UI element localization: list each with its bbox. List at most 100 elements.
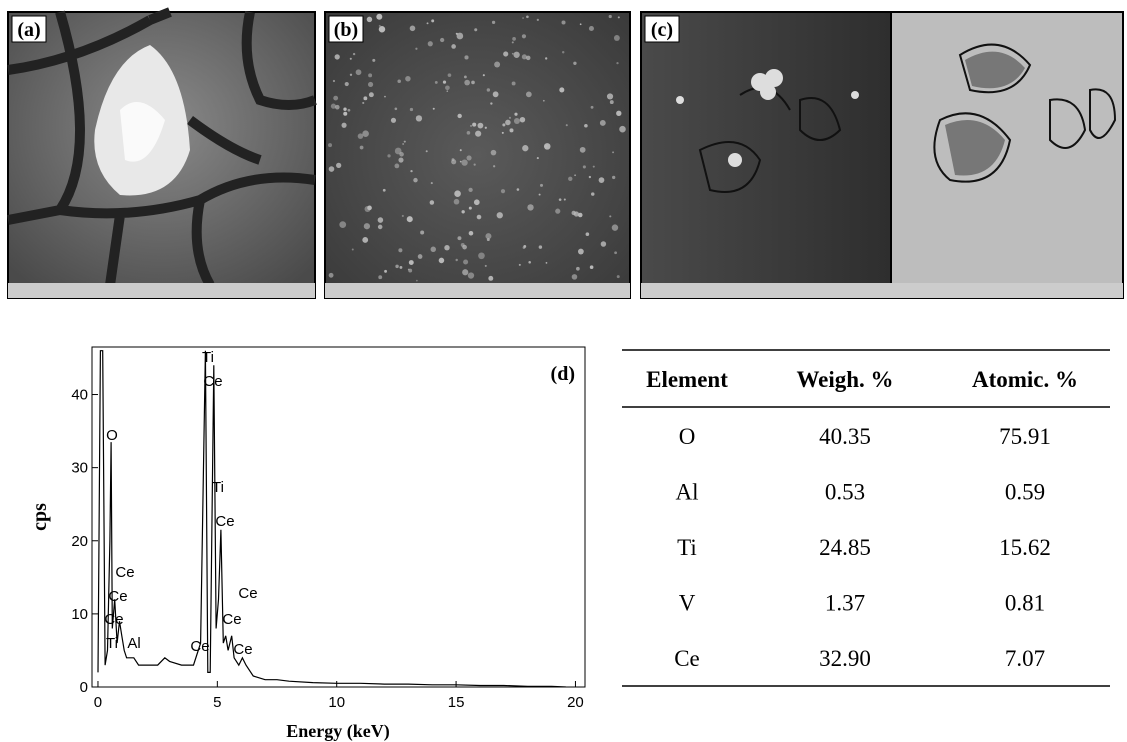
particle — [523, 246, 526, 249]
panel-label: (d) — [551, 363, 575, 385]
particle — [394, 163, 399, 168]
particle — [407, 216, 413, 222]
particle — [539, 194, 541, 196]
x-tick-label: 0 — [94, 694, 102, 711]
particle — [568, 177, 572, 181]
particle — [395, 107, 398, 110]
particle — [468, 188, 472, 192]
particle — [329, 273, 334, 278]
table-cell: 0.53 — [825, 480, 865, 505]
particle — [408, 269, 412, 273]
table-cell: 0.81 — [1005, 591, 1045, 616]
particle — [372, 59, 375, 62]
particle — [427, 22, 429, 24]
particle — [485, 265, 487, 267]
particle — [395, 265, 398, 268]
particle — [343, 112, 347, 116]
particle — [368, 73, 372, 77]
particle — [474, 199, 480, 205]
peak-label: O — [106, 427, 118, 444]
peak-label: Ce — [104, 611, 123, 628]
particle — [398, 248, 402, 252]
particle — [464, 80, 470, 86]
particle — [451, 44, 456, 49]
particle — [576, 267, 580, 271]
particle — [573, 62, 576, 65]
spectrum-line — [98, 351, 566, 687]
particle — [336, 163, 341, 168]
particle — [348, 109, 351, 112]
particle — [607, 93, 613, 99]
particle — [487, 88, 490, 91]
peak-label: Ti — [202, 349, 214, 366]
table-header: Element — [646, 367, 728, 392]
particle — [477, 215, 482, 220]
particle — [469, 207, 472, 210]
particle — [454, 199, 460, 205]
particle — [562, 51, 564, 53]
particle — [376, 14, 382, 20]
particle — [343, 108, 346, 111]
particle — [512, 37, 516, 41]
particle — [426, 150, 428, 152]
particle — [471, 81, 475, 85]
table-cell: V — [679, 591, 696, 616]
table-cell: 1.37 — [825, 591, 865, 616]
table-cell: Ce — [674, 646, 700, 671]
particle — [384, 96, 386, 98]
particle — [612, 176, 615, 179]
particle — [446, 90, 448, 92]
particle — [600, 120, 606, 126]
particle — [333, 96, 338, 101]
particle — [566, 124, 568, 126]
y-tick-label: 40 — [71, 387, 88, 404]
particle — [454, 190, 461, 197]
particle — [564, 198, 566, 200]
x-tick-label: 10 — [328, 694, 345, 711]
particle — [572, 274, 578, 280]
particle — [474, 28, 477, 31]
panel-label: (a) — [17, 19, 40, 41]
table-cell: 0.59 — [1005, 480, 1045, 505]
particle — [439, 258, 445, 264]
particle — [584, 124, 588, 128]
particle — [478, 123, 484, 129]
particle — [352, 248, 354, 250]
peak-label: Ce — [222, 611, 241, 628]
particle — [612, 224, 618, 230]
particle — [362, 102, 364, 104]
particle — [614, 251, 617, 254]
x-tick-label: 5 — [213, 694, 221, 711]
particle — [350, 58, 352, 60]
particle — [413, 178, 417, 182]
particle — [590, 265, 594, 269]
table-header: Weigh. % — [796, 367, 893, 392]
particle — [331, 104, 336, 109]
sem-image-c — [641, 12, 1123, 298]
peak-label: Ce — [233, 641, 252, 658]
particle — [457, 236, 461, 240]
figure: (a)(b)(c)(d) 01020304005101520Energy (ke… — [0, 0, 1127, 742]
particle — [329, 166, 335, 172]
particle — [583, 165, 586, 168]
particle — [514, 118, 520, 124]
particle — [545, 57, 547, 59]
particle — [509, 128, 513, 132]
particle — [402, 215, 404, 217]
particle — [448, 73, 452, 77]
particle — [537, 19, 539, 21]
particle — [505, 120, 511, 126]
particle — [456, 33, 458, 35]
particle — [490, 102, 492, 104]
sem-image-a — [8, 12, 315, 298]
particle — [420, 230, 424, 234]
particle — [461, 243, 465, 247]
particle — [512, 53, 514, 55]
particle — [383, 189, 386, 192]
particle — [445, 85, 450, 90]
y-tick-label: 30 — [71, 460, 88, 477]
particle — [578, 249, 584, 255]
particle — [398, 157, 403, 162]
peak-label: Ce — [190, 638, 209, 655]
particle — [555, 209, 560, 214]
